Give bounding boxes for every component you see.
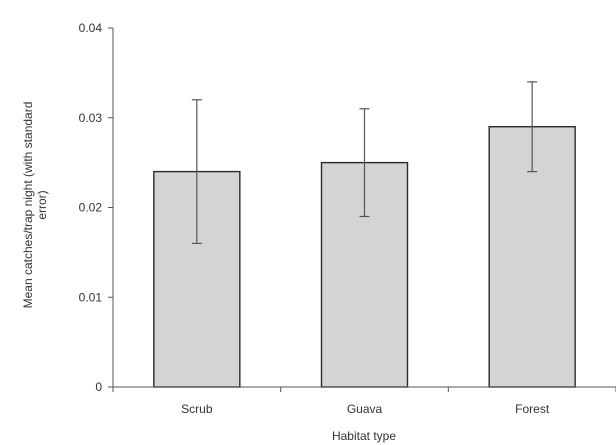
y-tick-label: 0.03	[79, 111, 103, 125]
y-axis-title-line-1: Mean catches/trap night (with standard	[21, 102, 35, 309]
y-axis-title-line-2: error)	[35, 190, 49, 219]
y-tick-label: 0.02	[79, 201, 103, 215]
y-tick-label: 0	[95, 380, 102, 394]
x-tick-label: Guava	[347, 402, 383, 416]
y-axis: 0 0.01 0.02 0.03 0.04	[79, 21, 113, 394]
error-bar-guava	[359, 108, 370, 218]
y-tick-label: 0.01	[79, 290, 103, 304]
y-tick-label: 0.04	[79, 21, 103, 35]
error-bar-forest	[527, 81, 538, 173]
x-axis-title: Habitat type	[332, 429, 396, 443]
error-bars-group	[191, 81, 538, 244]
x-tick-label: Scrub	[181, 402, 213, 416]
y-axis-title: Mean catches/trap night (with standard e…	[21, 102, 49, 309]
x-tick-label: Forest	[515, 402, 550, 416]
error-bar-scrub	[191, 99, 202, 244]
x-axis: Scrub Guava Forest	[112, 387, 616, 416]
